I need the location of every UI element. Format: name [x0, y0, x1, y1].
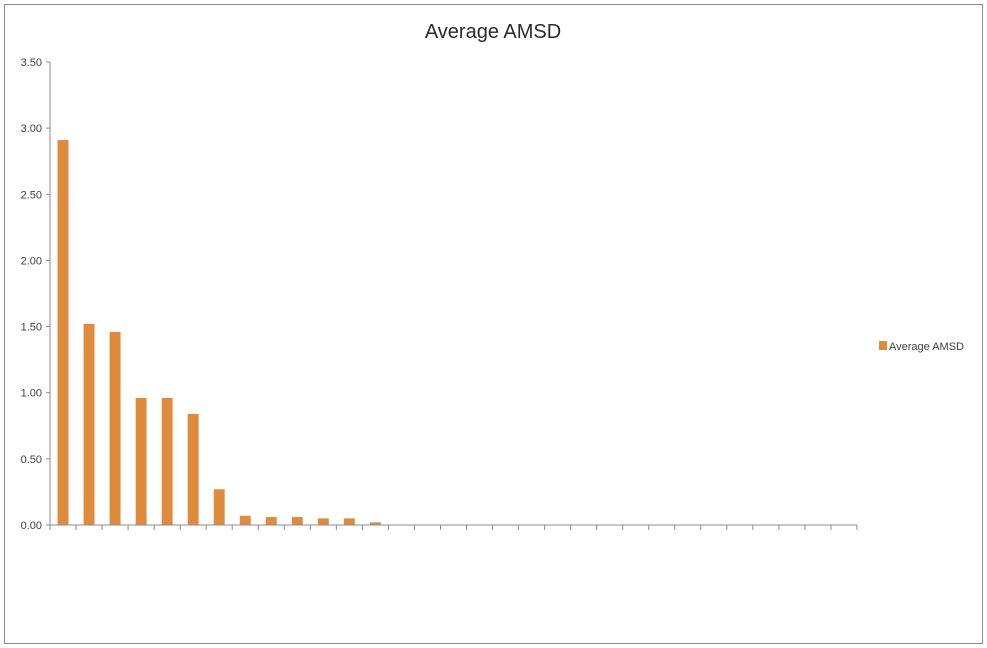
bar: [57, 140, 69, 525]
bar: [161, 398, 173, 525]
y-tick-label: 0.50: [21, 454, 42, 466]
bar: [187, 413, 199, 525]
x-axis-ticks: [49, 525, 858, 530]
bar: [213, 489, 225, 525]
legend-swatch: [879, 341, 887, 350]
legend-label: Average AMSD: [889, 341, 964, 353]
y-axis-ticks: 0.00 0.50 1.00 1.50 2.00 2.50 3.00 3.50: [21, 57, 50, 532]
y-tick-label: 1.50: [21, 322, 42, 334]
y-tick-label: 1.00: [21, 388, 42, 400]
bar: [317, 518, 329, 525]
bars: [57, 140, 381, 525]
y-tick-label: 3.50: [21, 57, 42, 69]
chart-title: Average AMSD: [425, 21, 561, 43]
y-tick-label: 2.50: [21, 189, 42, 201]
bar: [135, 398, 147, 525]
y-tick-label: 2.00: [21, 255, 42, 267]
bar: [343, 518, 355, 525]
y-tick-label: 0.00: [21, 520, 42, 532]
bar: [83, 323, 95, 525]
legend: Average AMSD: [879, 341, 964, 353]
bar: [239, 515, 251, 525]
bar: [109, 331, 121, 525]
bar: [369, 522, 381, 525]
y-tick-label: 3.00: [21, 123, 42, 135]
chart-frame: [4, 4, 983, 644]
bar: [291, 517, 303, 525]
bar: [265, 517, 277, 525]
